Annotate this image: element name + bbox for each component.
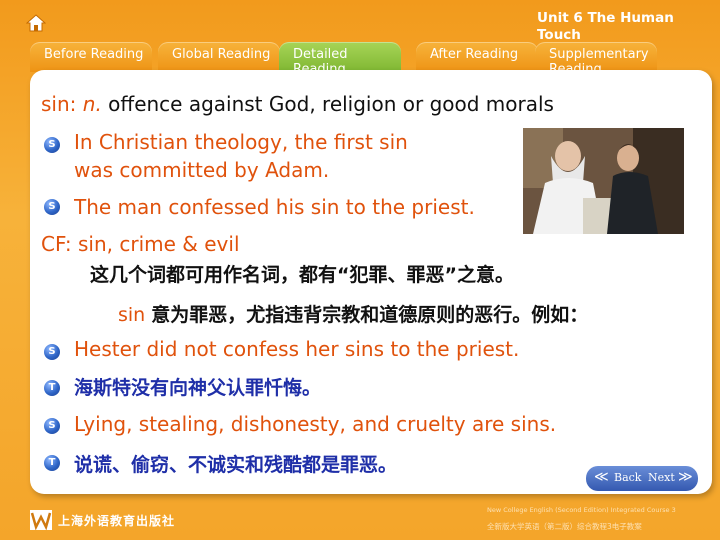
sin-note-cn: 意为罪恶，尤指违背宗教和道德原则的恶行。例如： [151,304,588,326]
definition: sin: n. offence against God, religion or… [41,92,554,116]
example-marker-s: S [44,344,60,360]
back-button[interactable]: Back [614,471,641,484]
back-arrow-icon[interactable]: ≪ [594,469,609,485]
unit-title: Unit 6 The Human Touch [537,10,717,44]
translation-marker-t: T [44,455,60,471]
sin-note: sin 意为罪恶，尤指违背宗教和道德原则的恶行。例如： [118,300,588,327]
example-3: Hester did not confess her sins to the p… [74,337,519,361]
page-nav: ≪ Back Next ≫ [586,466,698,491]
example-marker-s: S [44,137,60,153]
publisher-logo-icon [30,510,52,530]
tab-supplementary-reading[interactable]: Supplementary Reading [535,42,657,72]
tab-detailed-reading[interactable]: Detailed Reading [279,42,401,72]
cf-heading: CF: sin, crime & evil [41,232,240,256]
definition-meaning: offence against God, religion or good mo… [108,92,554,116]
example-marker-s: S [44,418,60,434]
tab-before-reading[interactable]: Before Reading [30,42,152,72]
definition-separator: : [70,92,83,116]
translation-1: 海斯特没有向神父认罪忏悔。 [74,373,321,400]
tab-after-reading[interactable]: After Reading [416,42,538,72]
translation-marker-t: T [44,380,60,396]
course-title-en: New College English (Second Edition) Int… [487,506,676,514]
course-title-cn: 全新版大学英语（第二版）综合教程3电子教案 [487,521,642,532]
cf-note-cn: 这几个词都可用作名词，都有“犯罪、罪恶”之意。 [90,260,514,287]
definition-word: sin [41,92,70,116]
priest-confession-photo [523,128,684,234]
translation-2: 说谎、偷窃、不诚实和残酷都是罪恶。 [74,450,397,477]
publisher-name: 上海外语教育出版社 [58,512,175,529]
next-arrow-icon[interactable]: ≫ [678,469,693,485]
tab-global-reading[interactable]: Global Reading [158,42,280,72]
next-button[interactable]: Next [648,471,675,484]
example-marker-s: S [44,199,60,215]
home-icon[interactable] [26,14,46,32]
example-4: Lying, stealing, dishonesty, and cruelty… [74,412,556,436]
sin-note-word: sin [118,304,145,326]
example-2: The man confessed his sin to the priest. [74,195,522,219]
example-1-line-1: In Christian theology, the first sin [74,130,408,154]
definition-pos: n. [83,92,102,116]
example-1-line-2: was committed by Adam. [74,158,329,182]
